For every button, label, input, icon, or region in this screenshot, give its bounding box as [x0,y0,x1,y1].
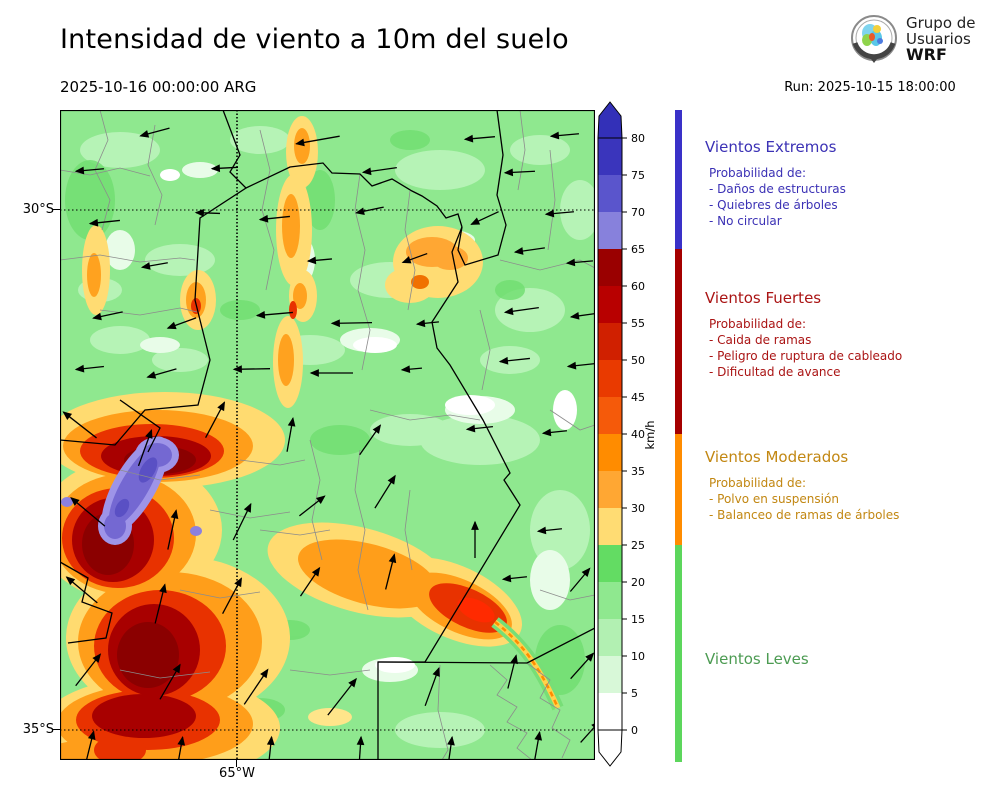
legend-section-moderados: Vientos Moderados Probabilidad de: - Pol… [705,448,997,523]
run-time-label: Run: 2025-10-15 18:00:00 [784,80,956,95]
province-borders [59,109,596,760]
legend-intro: Probabilidad de: [709,317,807,331]
valid-time-label: 2025-10-16 00:00:00 ARG [60,78,257,96]
longitude-label-65w: 65°W [219,766,255,781]
svg-text:50: 50 [631,354,645,367]
legend-item: - Polvo en suspensión [709,492,839,506]
svg-text:55: 55 [631,317,645,330]
wind-map-panel [25,109,601,780]
wind-speed-colorbar: 0 5 10 15 20 25 30 35 40 45 50 55 60 65 70 75 80 km/h [597,101,657,767]
legend-item: - Quiebres de árboles [709,198,838,212]
svg-text:20: 20 [631,576,645,589]
legend-item: - Balanceo de ramas de árboles [709,508,900,522]
legend-body-extremos: Probabilidad de: - Daños de estructuras … [705,165,997,229]
wind-category-bar [675,110,682,762]
legend-intro: Probabilidad de: [709,166,807,180]
page-title: Intensidad de viento a 10m del suelo [60,24,569,55]
svg-text:5: 5 [631,687,638,700]
strong-wind-region-southwest [25,392,523,780]
map-border [59,109,596,761]
svg-text:45: 45 [631,391,645,404]
svg-text:75: 75 [631,169,645,182]
svg-text:15: 15 [631,613,645,626]
legend-item: - Daños de estructuras [709,182,846,196]
legend-body-fuertes: Probabilidad de: - Caida de ramas - Peli… [705,316,997,380]
axis-tick-65w [236,760,237,767]
legend-section-fuertes: Vientos Fuertes Probabilidad de: - Caida… [705,289,997,380]
logo-text: Grupo de Usuarios WRF [906,15,976,63]
department-borders [59,109,596,761]
legend-title-fuertes: Vientos Fuertes [705,289,822,307]
legend-intro: Probabilidad de: [709,476,807,490]
svg-text:40: 40 [631,428,645,441]
axis-tick-30s [53,209,60,210]
svg-text:25: 25 [631,539,645,552]
svg-text:65: 65 [631,243,645,256]
svg-text:35: 35 [631,465,645,478]
legend-title-moderados: Vientos Moderados [705,448,849,466]
legend-item: - No circular [709,214,782,228]
legend-title-leves: Vientos Leves [705,650,809,668]
axis-tick-35s [53,729,60,730]
moderate-wind-band-north [82,116,318,408]
medium-wind-shading [65,130,585,722]
logo-line-2: Usuarios [906,30,971,48]
latitude-label-30s: 30°S [22,202,54,217]
svg-text:60: 60 [631,280,645,293]
latitude-label-35s: 35°S [22,722,54,737]
wrf-users-group-logo: Grupo de Usuarios WRF [849,10,999,68]
legend-item: - Caida de ramas [709,333,812,347]
logo-line-1: Grupo de [906,14,976,32]
logo-line-3: WRF [906,45,947,64]
graticule-lines [60,110,595,760]
svg-text:30: 30 [631,502,645,515]
logo-seal-icon [851,15,897,63]
svg-text:km/h: km/h [643,420,657,449]
legend-item: - Peligro de ruptura de cableado [709,349,903,363]
legend-section-extremos: Vientos Extremos Probabilidad de: - Daño… [705,138,997,229]
wind-intensity-map [25,109,601,780]
legend-section-leves: Vientos Leves [705,650,997,668]
legend-title-extremos: Vientos Extremos [705,138,837,156]
svg-text:0: 0 [631,724,638,737]
svg-text:10: 10 [631,650,645,663]
legend-body-moderados: Probabilidad de: - Polvo en suspensión -… [705,475,997,523]
legend-item: - Dificultad de avance [709,365,841,379]
svg-text:70: 70 [631,206,645,219]
svg-text:80: 80 [631,132,645,145]
